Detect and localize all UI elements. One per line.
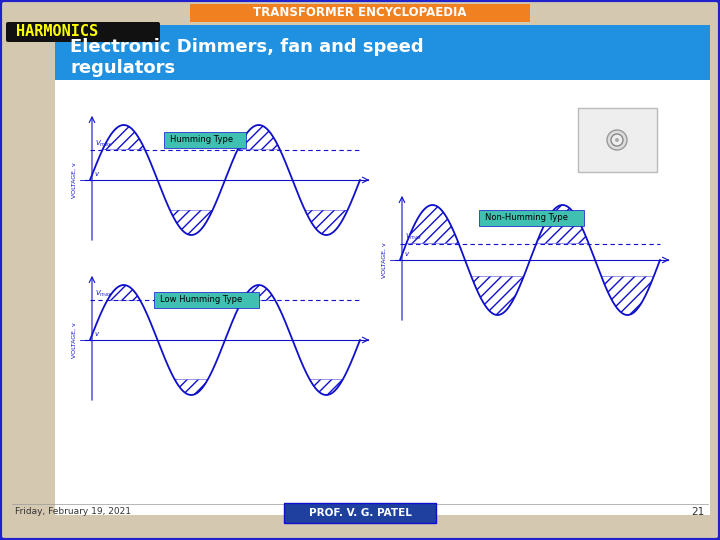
FancyBboxPatch shape bbox=[55, 80, 710, 515]
Text: HARMONICS: HARMONICS bbox=[16, 24, 98, 39]
Circle shape bbox=[615, 138, 619, 142]
Text: 21: 21 bbox=[692, 507, 705, 517]
Text: regulators: regulators bbox=[70, 59, 175, 77]
Circle shape bbox=[607, 130, 627, 150]
Text: Humming Type: Humming Type bbox=[170, 136, 233, 145]
Circle shape bbox=[611, 134, 623, 146]
FancyBboxPatch shape bbox=[284, 503, 436, 523]
Text: VOLTAGE, v: VOLTAGE, v bbox=[71, 322, 76, 358]
Text: $\mathit{v}$: $\mathit{v}$ bbox=[94, 330, 100, 338]
Text: $\mathit{v}$: $\mathit{v}$ bbox=[94, 170, 100, 178]
FancyBboxPatch shape bbox=[578, 108, 657, 172]
Text: $\mathit{v}$: $\mathit{v}$ bbox=[404, 250, 410, 258]
Text: Electronic Dimmers, fan and speed: Electronic Dimmers, fan and speed bbox=[70, 38, 423, 56]
FancyBboxPatch shape bbox=[55, 25, 710, 80]
FancyBboxPatch shape bbox=[164, 132, 246, 148]
Text: VOLTAGE, v: VOLTAGE, v bbox=[71, 162, 76, 198]
Text: TRANSFORMER ENCYCLOPAEDIA: TRANSFORMER ENCYCLOPAEDIA bbox=[253, 6, 467, 19]
Text: Low Humming Type: Low Humming Type bbox=[160, 295, 242, 305]
FancyBboxPatch shape bbox=[479, 210, 584, 226]
Text: $\mathit{V_{max}}$: $\mathit{V_{max}}$ bbox=[95, 139, 112, 148]
Text: Friday, February 19, 2021: Friday, February 19, 2021 bbox=[15, 508, 131, 516]
FancyBboxPatch shape bbox=[190, 4, 530, 22]
FancyBboxPatch shape bbox=[6, 22, 160, 42]
Text: Non-Humming Type: Non-Humming Type bbox=[485, 213, 568, 222]
Text: $\mathit{V_{max}}$: $\mathit{V_{max}}$ bbox=[405, 232, 423, 242]
Text: $\mathit{V_{max}}$: $\mathit{V_{max}}$ bbox=[95, 289, 112, 299]
FancyBboxPatch shape bbox=[154, 292, 258, 308]
Text: VOLTAGE, v: VOLTAGE, v bbox=[382, 242, 387, 278]
Text: PROF. V. G. PATEL: PROF. V. G. PATEL bbox=[309, 508, 411, 518]
